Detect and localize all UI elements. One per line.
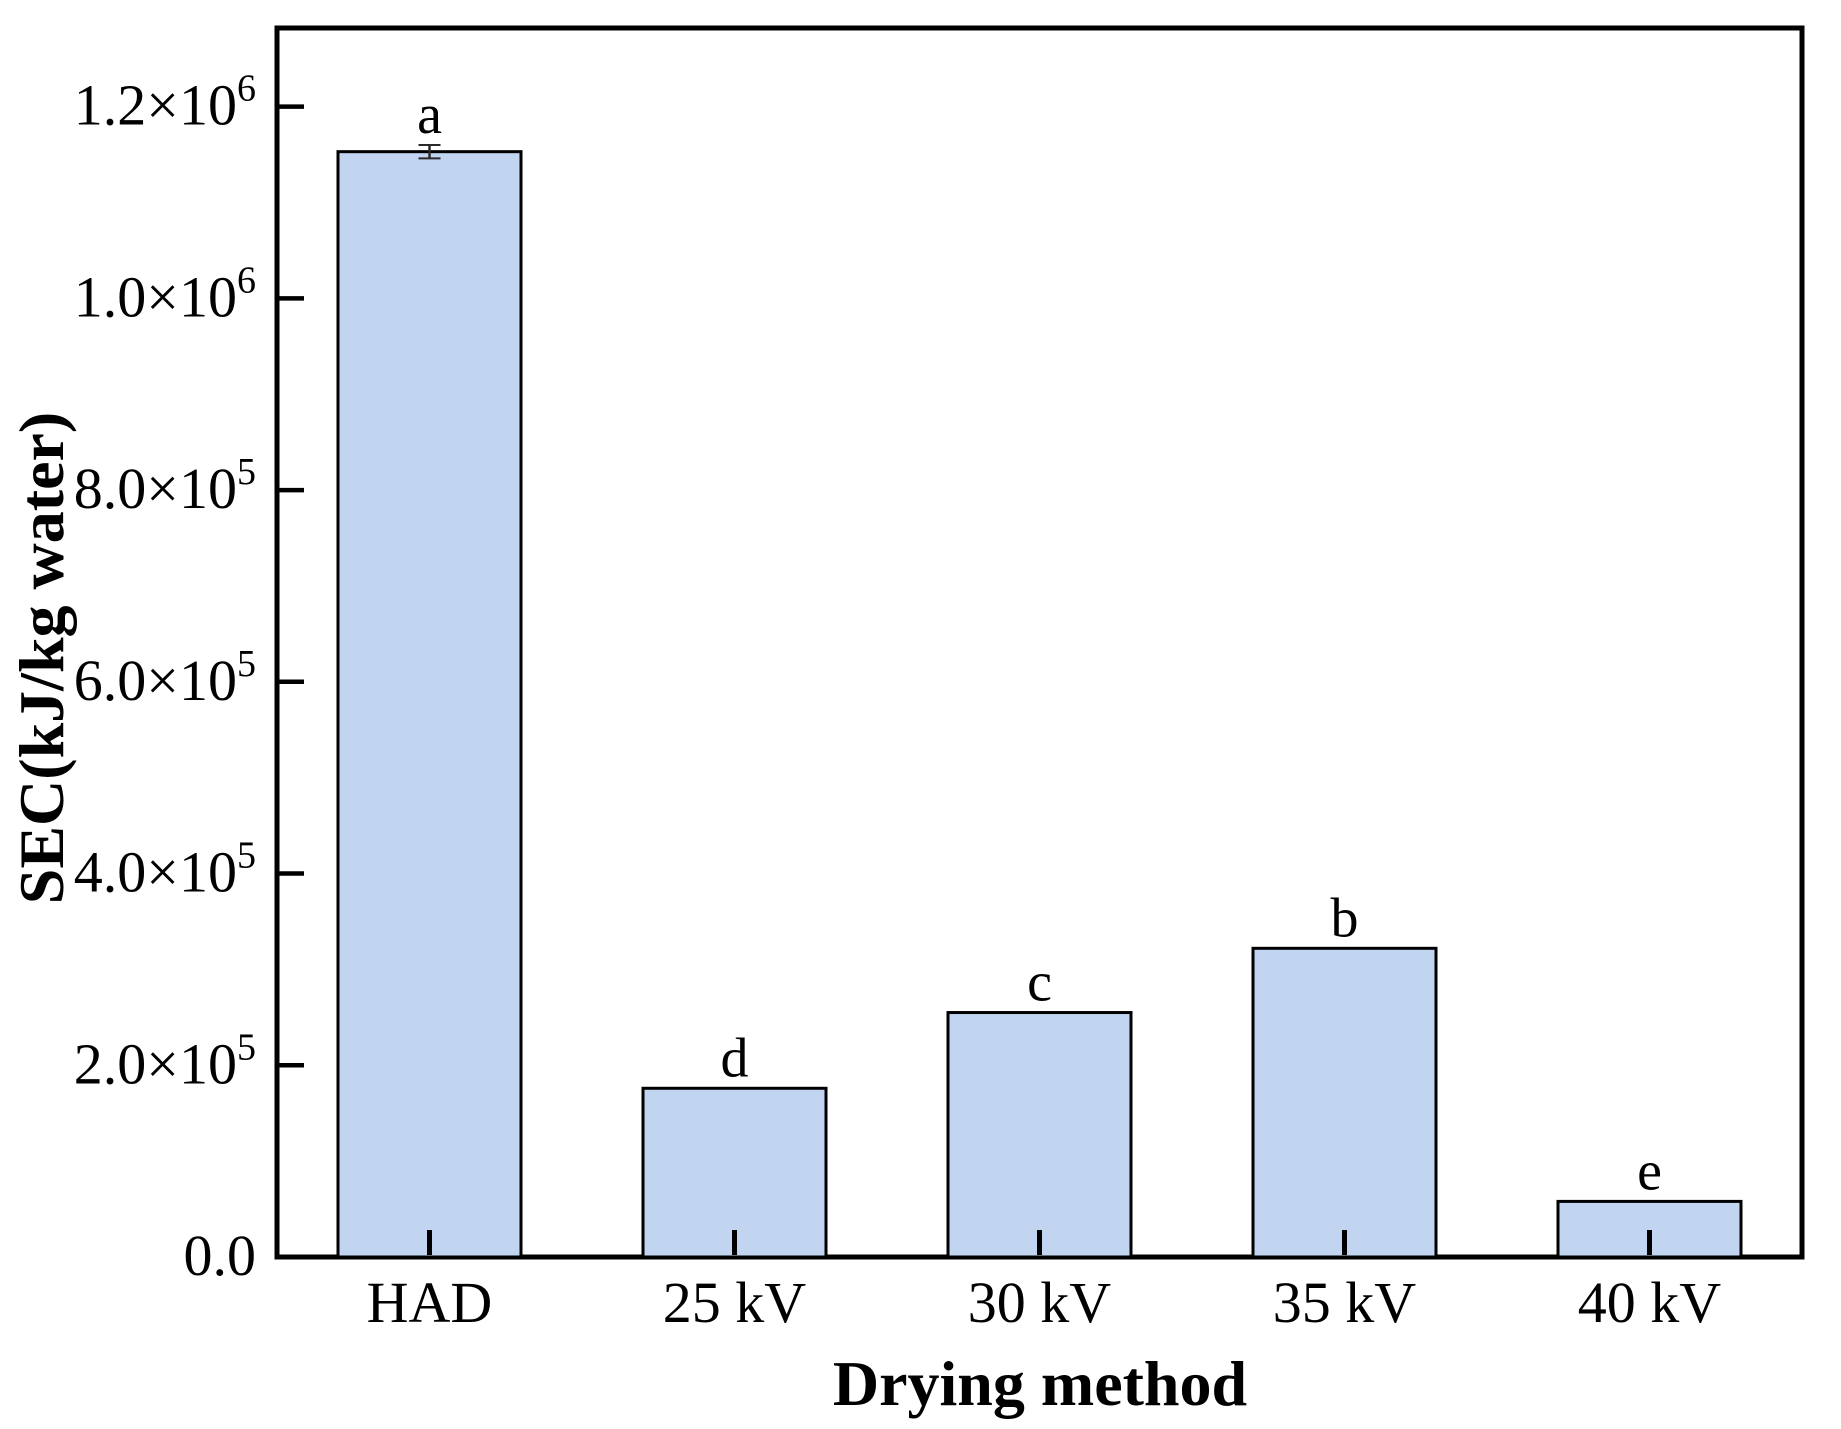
y-tick-label: 1.0×106 bbox=[74, 259, 256, 329]
y-tick-label: 0.0 bbox=[184, 1223, 257, 1288]
y-tick-label: 1.2×106 bbox=[74, 68, 256, 138]
x-tick-label: 30 kV bbox=[968, 1270, 1112, 1335]
y-tick-label: 4.0×105 bbox=[74, 835, 256, 905]
y-axis-title: SEC(kJ/kg water) bbox=[6, 411, 77, 905]
significance-letter: b bbox=[1331, 887, 1359, 949]
x-tick-label: 25 kV bbox=[663, 1270, 807, 1335]
bar bbox=[946, 1011, 1133, 1259]
y-tick-label: 8.0×105 bbox=[74, 451, 256, 521]
y-tick-label: 2.0×105 bbox=[74, 1026, 256, 1096]
significance-letter: c bbox=[1027, 952, 1052, 1014]
significance-letter: d bbox=[721, 1027, 749, 1089]
significance-letter: e bbox=[1637, 1140, 1662, 1202]
x-axis-title: Drying method bbox=[832, 1348, 1248, 1419]
bar bbox=[641, 1086, 828, 1259]
significance-letter: a bbox=[417, 84, 442, 146]
x-tick-label: HAD bbox=[367, 1270, 493, 1335]
bar bbox=[1251, 946, 1438, 1259]
bar bbox=[336, 150, 523, 1259]
y-tick-label: 6.0×105 bbox=[74, 643, 256, 713]
x-tick-label: 35 kV bbox=[1273, 1270, 1417, 1335]
x-tick-label: 40 kV bbox=[1578, 1270, 1722, 1335]
